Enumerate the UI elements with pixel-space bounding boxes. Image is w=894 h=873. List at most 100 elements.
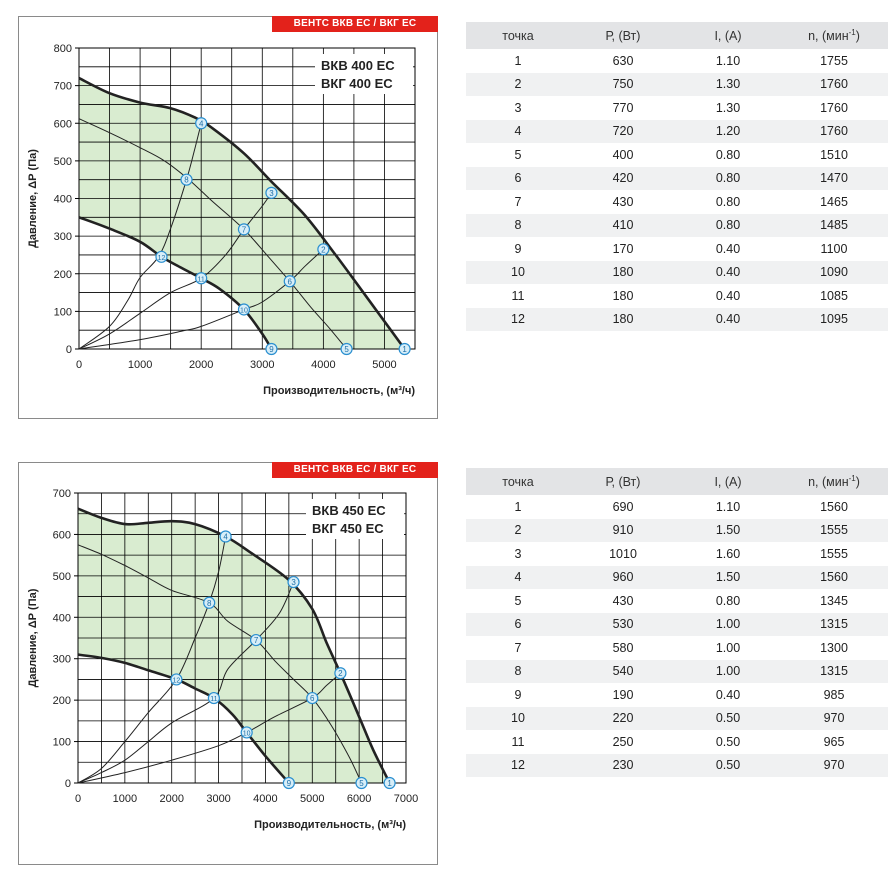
y-axis-label: Давление, ΔР (Па) (27, 149, 39, 248)
cell-point: 9 (514, 687, 522, 702)
cell-current: 0.50 (676, 753, 780, 777)
cell-current: 0.40 (715, 241, 741, 256)
cell-speed: 1470 (780, 166, 888, 190)
operating-area (78, 508, 390, 783)
y-tick-label: 500 (53, 571, 71, 583)
operating-point-3: 3 (265, 186, 278, 199)
operating-point-label: 2 (321, 245, 326, 254)
header-speed: n, (мин-1) (780, 22, 888, 49)
operating-point-marker (265, 186, 278, 199)
operating-point-6: 6 (283, 275, 296, 288)
x-tick-label: 2000 (189, 359, 213, 371)
operating-point-label: 4 (223, 533, 228, 542)
x-tick-label: 5000 (300, 793, 324, 805)
specs-table-450: точка Р, (Вт) I, (А) n, (мин-1) 1 690 1.10… (466, 468, 888, 777)
header-speed-text: n, (мин (808, 29, 849, 44)
table-row: 2 910 1.50 1555 (466, 518, 888, 542)
cell-point: 7 (514, 640, 522, 655)
table-header-row: точка Р, (Вт) I, (А) n, (мин-1) (466, 22, 888, 49)
cell-speed: 1100 (820, 241, 848, 256)
operating-point-7: 7 (237, 223, 251, 236)
cell-speed: 970 (780, 706, 888, 730)
operating-point-8: 8 (203, 596, 216, 609)
table-row: 5 400 0.80 1510 (466, 143, 888, 167)
cell-power: 230 (570, 753, 676, 777)
cell-speed: 1315 (780, 659, 888, 683)
cell-current: 1.20 (676, 119, 780, 143)
operating-point-7: 7 (249, 633, 263, 647)
operating-point-5: 5 (355, 776, 368, 790)
cell-speed: 985 (823, 687, 845, 702)
operating-point-label: 10 (240, 307, 248, 314)
operating-point-label: 7 (254, 636, 259, 645)
cell-current: 0.80 (715, 194, 741, 209)
cell-current: 1.30 (676, 72, 780, 96)
table-row: 8 410 0.80 1485 (466, 213, 888, 237)
cell-point: 4 (466, 119, 570, 143)
x-tick-label: 3000 (206, 793, 230, 805)
fan-curve-min (78, 216, 273, 350)
cell-power: 430 (612, 194, 634, 209)
cell-power: 630 (612, 53, 634, 68)
y-tick-label: 500 (54, 156, 72, 168)
cell-speed: 1760 (820, 100, 848, 115)
cell-point: 1 (514, 53, 522, 68)
operating-point-marker (287, 575, 300, 589)
operating-point-marker (237, 223, 251, 236)
operating-point-marker (195, 117, 208, 130)
operating-point-2: 2 (317, 243, 330, 256)
fan-curve-mid (78, 118, 347, 350)
operating-point-4: 4 (195, 117, 208, 130)
cell-current: 1.00 (676, 659, 780, 683)
cell-speed: 965 (823, 734, 845, 749)
chart-banner: ВЕНТС ВКВ ЕС / ВКГ ЕС (272, 16, 438, 32)
table-row: 5 430 0.80 1345 (466, 589, 888, 613)
system-curve (77, 581, 294, 784)
cell-current: 1.10 (715, 499, 741, 514)
cell-current: 0.40 (715, 288, 741, 303)
cell-point: 12 (466, 753, 570, 777)
cell-speed: 1085 (820, 288, 848, 303)
table-row: 2 750 1.30 1760 (466, 72, 888, 96)
cell-speed: 970 (780, 753, 888, 777)
cell-power: 430 (612, 593, 634, 608)
cell-point: 12 (466, 307, 570, 331)
x-tick-label: 4000 (311, 359, 335, 371)
y-tick-label: 300 (53, 654, 71, 666)
cell-speed: 1760 (780, 72, 888, 96)
cell-point: 2 (466, 518, 570, 542)
operating-point-label: 9 (269, 345, 274, 354)
operating-point-10: 10 (240, 726, 253, 739)
cell-current: 0.40 (715, 687, 741, 702)
operating-point-marker (237, 303, 251, 316)
y-tick-label: 400 (54, 194, 72, 206)
operating-point-label: 3 (291, 578, 296, 587)
cell-speed: 1555 (780, 518, 888, 542)
cell-point: 5 (514, 593, 522, 608)
operating-point-marker (249, 633, 263, 647)
y-tick-label: 0 (65, 778, 71, 790)
y-tick-label: 0 (66, 344, 72, 356)
cell-power: 180 (570, 307, 676, 331)
header-power: Р, (Вт) (570, 22, 676, 49)
operating-point-marker (203, 596, 216, 609)
x-tick-label: 6000 (347, 793, 371, 805)
cell-current: 0.80 (676, 213, 780, 237)
operating-point-label: 2 (338, 669, 343, 678)
cell-speed: 1465 (820, 194, 848, 209)
operating-point-marker (180, 173, 193, 186)
fan-curve-mid (77, 544, 362, 784)
cell-current: 1.50 (676, 565, 780, 589)
cell-current: 0.50 (715, 734, 741, 749)
x-tick-label: 0 (76, 359, 82, 371)
operating-point-label: 4 (199, 119, 204, 128)
header-current: I, (А) (676, 468, 780, 495)
cell-power: 690 (612, 499, 634, 514)
y-tick-label: 400 (53, 612, 71, 624)
cell-speed: 1555 (820, 546, 848, 561)
cell-current: 0.80 (715, 593, 741, 608)
x-tick-label: 1000 (113, 793, 137, 805)
operating-point-6: 6 (306, 691, 319, 705)
operating-point-marker (282, 776, 295, 790)
